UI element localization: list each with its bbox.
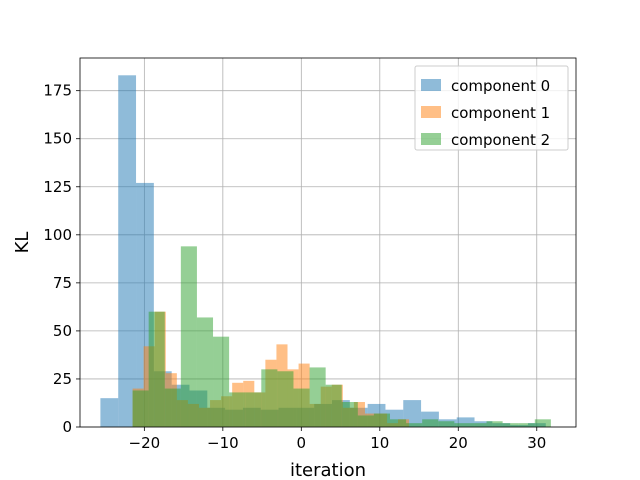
- histogram-bar-component-2: [229, 392, 246, 427]
- histogram-bar-component-2: [245, 392, 262, 427]
- histogram-bar-component-2: [277, 371, 294, 427]
- histogram-bar-component-2: [180, 246, 197, 427]
- histogram-bar-component-2: [148, 311, 165, 427]
- histogram-bar-component-0: [118, 75, 137, 427]
- x-tick-label: 30: [527, 434, 546, 452]
- x-tick-label: −10: [207, 434, 239, 452]
- histogram-bar-component-2: [309, 367, 326, 427]
- histogram-bar-component-0: [456, 417, 475, 427]
- y-tick-label: 125: [43, 178, 72, 196]
- legend-box: [414, 65, 569, 151]
- histogram-bar-component-2: [261, 369, 278, 427]
- histogram-bar-component-2: [502, 423, 519, 427]
- legend-swatch: [421, 106, 441, 118]
- histogram-bar-component-2: [422, 419, 439, 427]
- x-tick-label: −20: [129, 434, 161, 452]
- ticks: −20 −10 0 10 20 30 0 25 50 75 100 125 150 175: [43, 82, 546, 452]
- histogram-bar-component-0: [100, 398, 119, 427]
- bars: [100, 75, 551, 427]
- histogram-bar-component-2: [341, 402, 358, 427]
- legend-label: component 2: [451, 131, 550, 149]
- histogram-bar-component-2: [196, 317, 214, 427]
- histogram-bar-component-2: [486, 421, 503, 427]
- x-tick-label: 10: [370, 434, 389, 452]
- y-tick-label: 0: [62, 418, 72, 436]
- x-tick-label: 0: [297, 434, 307, 452]
- y-tick-label: 150: [43, 130, 72, 148]
- legend-label: component 1: [451, 104, 550, 122]
- histogram-bar-component-2: [390, 419, 407, 427]
- histogram-bar-component-2: [534, 419, 551, 427]
- legend-label: component 0: [451, 77, 550, 95]
- histogram-bar-component-2: [470, 423, 487, 427]
- y-tick-label: 25: [53, 370, 72, 388]
- legend-swatch: [421, 133, 441, 145]
- histogram-bar-component-2: [357, 415, 374, 427]
- histogram-bar-component-2: [454, 423, 471, 427]
- legend: component 0 component 1 component 2: [414, 65, 569, 151]
- histogram-bar-component-1: [353, 402, 365, 427]
- x-axis-label: iteration: [290, 460, 366, 480]
- x-tick-label: 20: [449, 434, 468, 452]
- histogram-bar-component-2: [438, 421, 455, 427]
- histogram-bar-component-2: [325, 384, 342, 427]
- plot-frame: [79, 57, 577, 428]
- histogram-bar-component-2: [373, 413, 390, 427]
- y-axis-label: KL: [12, 232, 33, 254]
- histogram-bar-component-2: [164, 388, 181, 427]
- histogram-bar-component-2: [518, 423, 535, 427]
- legend-swatch: [421, 79, 441, 91]
- y-tick-label: 100: [43, 226, 72, 244]
- histogram-bar-component-2: [406, 423, 423, 427]
- histogram-bar-component-2: [213, 336, 230, 427]
- histogram-bar-component-2: [293, 388, 310, 427]
- y-tick-label: 75: [53, 274, 72, 292]
- y-tick-label: 175: [43, 82, 72, 100]
- histogram-bar-component-2: [132, 390, 149, 427]
- y-tick-label: 50: [53, 322, 72, 340]
